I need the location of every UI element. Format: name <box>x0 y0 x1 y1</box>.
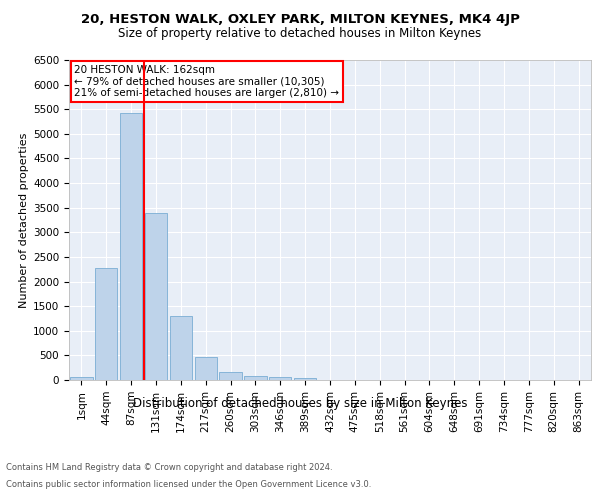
Bar <box>194 356 217 380</box>
Bar <box>145 213 167 380</box>
Bar <box>120 112 142 380</box>
Text: Size of property relative to detached houses in Milton Keynes: Size of property relative to detached ho… <box>118 28 482 40</box>
Bar <box>70 376 92 380</box>
Bar <box>244 376 266 380</box>
Bar <box>294 378 316 380</box>
Bar <box>269 377 292 380</box>
Text: Contains HM Land Registry data © Crown copyright and database right 2024.: Contains HM Land Registry data © Crown c… <box>6 464 332 472</box>
Bar <box>220 372 242 380</box>
Y-axis label: Number of detached properties: Number of detached properties <box>19 132 29 308</box>
Text: Contains public sector information licensed under the Open Government Licence v3: Contains public sector information licen… <box>6 480 371 489</box>
Bar <box>95 268 118 380</box>
Text: 20 HESTON WALK: 162sqm
← 79% of detached houses are smaller (10,305)
21% of semi: 20 HESTON WALK: 162sqm ← 79% of detached… <box>74 65 339 98</box>
Bar <box>170 316 192 380</box>
Text: 20, HESTON WALK, OXLEY PARK, MILTON KEYNES, MK4 4JP: 20, HESTON WALK, OXLEY PARK, MILTON KEYN… <box>80 12 520 26</box>
Text: Distribution of detached houses by size in Milton Keynes: Distribution of detached houses by size … <box>133 398 467 410</box>
